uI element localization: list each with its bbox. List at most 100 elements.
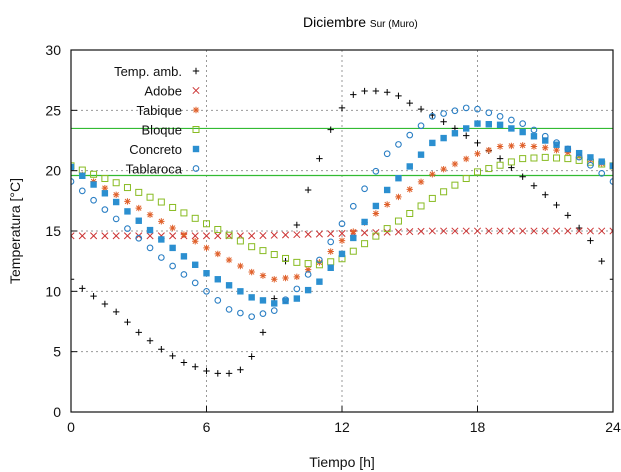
data-point (124, 208, 131, 215)
data-point (542, 137, 549, 144)
y-tick-label: 10 (45, 283, 61, 299)
series-adobe (71, 227, 613, 240)
y-tick-label: 5 (53, 344, 61, 360)
data-point (350, 228, 357, 235)
data-point (474, 120, 481, 127)
data-point (90, 170, 98, 178)
data-point (541, 153, 549, 161)
data-point (564, 155, 572, 163)
data-point (564, 149, 572, 156)
chart-subtitle: Sur (Muro) (370, 19, 418, 30)
data-point (237, 288, 244, 295)
data-point (417, 105, 425, 113)
data-point (508, 125, 515, 132)
data-point (451, 107, 459, 115)
data-point (530, 154, 538, 162)
data-point (395, 175, 402, 182)
data-point (552, 227, 561, 235)
data-point (327, 248, 334, 255)
data-point (462, 175, 470, 183)
data-point (225, 370, 233, 377)
data-point (507, 158, 515, 166)
data-point (112, 215, 120, 223)
data-point (169, 244, 176, 252)
data-point (293, 273, 301, 281)
data-point (169, 203, 177, 211)
data-point (293, 285, 301, 293)
data-point (259, 310, 267, 318)
data-point (237, 366, 244, 373)
data-point (383, 225, 391, 233)
data-point (259, 231, 267, 240)
data-point (157, 198, 165, 206)
data-point (496, 155, 504, 162)
data-point (304, 230, 312, 238)
data-point (372, 87, 380, 95)
legend-label: Concreto (129, 142, 182, 157)
data-point (270, 307, 278, 314)
data-point (395, 193, 402, 201)
data-point (304, 271, 312, 278)
x-tick-label: 6 (203, 419, 211, 435)
data-point (157, 254, 165, 261)
data-point (248, 294, 255, 301)
data-point (123, 232, 132, 240)
data-point (553, 146, 560, 154)
data-point (180, 271, 188, 278)
data-point (440, 110, 447, 117)
data-point (417, 178, 425, 186)
data-point (135, 204, 142, 212)
data-point (158, 236, 165, 243)
data-point (180, 231, 188, 238)
data-point (327, 126, 334, 133)
data-point (485, 109, 493, 117)
data-point (395, 141, 402, 148)
series-layer (71, 87, 613, 377)
data-point (71, 163, 75, 171)
data-point (428, 194, 436, 202)
y-tick-label: 0 (53, 404, 61, 420)
data-point (282, 296, 289, 304)
data-point (192, 363, 199, 370)
data-point (293, 295, 301, 302)
data-point (429, 171, 436, 178)
data-point (406, 210, 414, 218)
data-point (203, 287, 210, 295)
data-point (338, 220, 346, 228)
data-point (394, 228, 403, 236)
data-point (349, 247, 357, 255)
data-point (282, 254, 290, 262)
legend-marker (192, 145, 200, 153)
data-point (101, 300, 109, 308)
data-point (474, 105, 481, 113)
data-point (519, 128, 526, 136)
data-point (270, 231, 278, 239)
data-point (214, 276, 221, 283)
data-point (553, 201, 560, 209)
data-point (485, 227, 493, 235)
data-point (587, 237, 594, 244)
data-point (383, 150, 391, 158)
data-point (361, 240, 369, 248)
data-point (463, 132, 470, 139)
tick-labels: 0 6 12 18 24 0 5 10 15 20 25 30 (45, 42, 621, 435)
data-point (304, 186, 312, 194)
data-point (406, 131, 414, 139)
data-point (530, 133, 538, 140)
chart-title: Diciembre Sur (Muro) (303, 14, 418, 30)
data-point (395, 92, 402, 100)
data-point (609, 162, 613, 170)
data-point (146, 226, 154, 234)
data-point (146, 211, 154, 218)
data-point (203, 270, 210, 277)
data-point (315, 230, 323, 238)
legend-label: Bloque (142, 123, 182, 138)
data-point (575, 149, 583, 157)
data-point (225, 256, 233, 264)
data-point (587, 154, 594, 161)
data-point (304, 286, 312, 294)
data-point (463, 125, 470, 132)
legend-marker (192, 106, 200, 114)
data-point (598, 170, 606, 177)
data-point (101, 175, 109, 183)
